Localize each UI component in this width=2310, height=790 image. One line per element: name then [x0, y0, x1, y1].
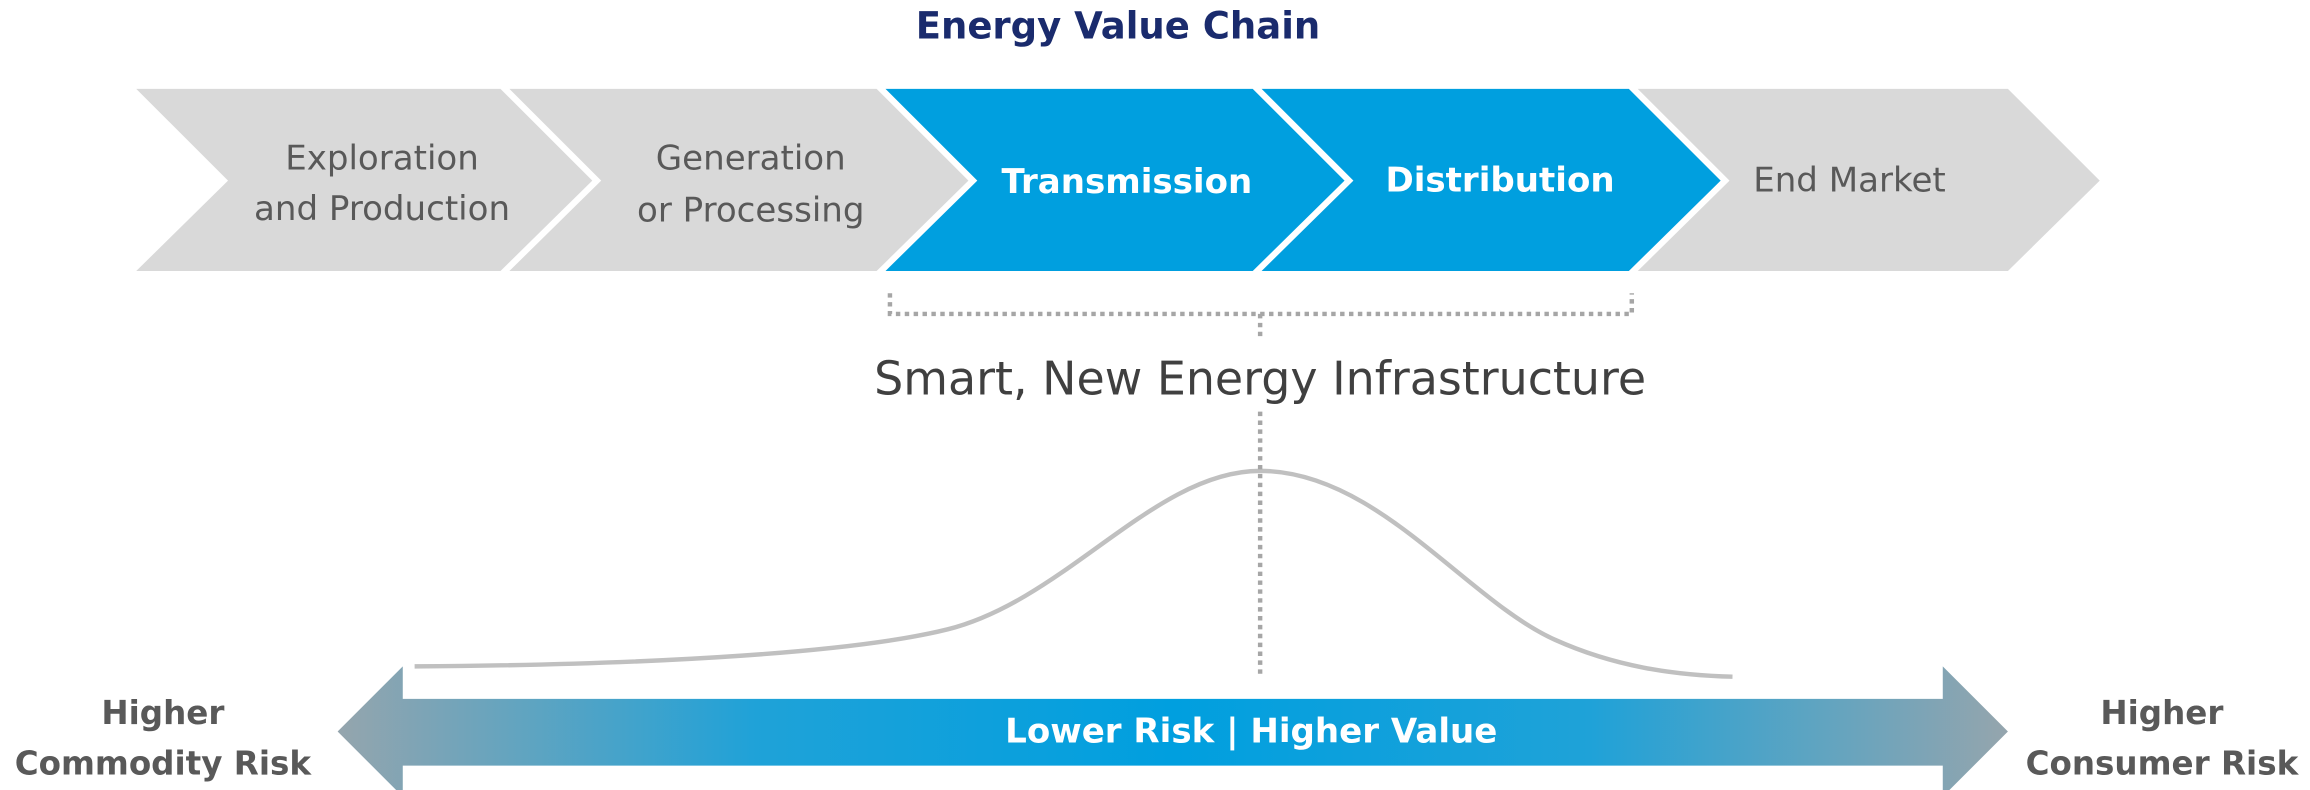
title: Energy Value Chain [916, 5, 1321, 48]
stage-label: End Market [1753, 161, 1946, 201]
bracket-label: Smart, New Energy Infrastructure [874, 352, 1646, 406]
risk-arrow [337, 666, 2008, 790]
stage-chevron [136, 88, 593, 271]
stage-chevron [509, 88, 969, 271]
stage-label: Generation [656, 138, 846, 178]
left-label: Commodity Risk [15, 745, 313, 783]
arrow-label: Lower Risk | Higher Value [1005, 711, 1497, 751]
right-label: Consumer Risk [2026, 745, 2300, 783]
value-curve [414, 468, 1733, 679]
stage-label: Distribution [1385, 161, 1614, 201]
stage-chevron [1637, 88, 2100, 271]
stage-label: Exploration [285, 138, 479, 178]
left-label: Higher [101, 694, 224, 732]
stage-label: and Production [254, 189, 510, 229]
stage-label: or Processing [637, 190, 864, 230]
stage-chevron [1261, 88, 1721, 271]
right-label: Higher [2100, 694, 2223, 732]
bracket [887, 293, 1635, 338]
stage-chevron [885, 88, 1345, 271]
stage-label: Transmission [1001, 162, 1252, 202]
